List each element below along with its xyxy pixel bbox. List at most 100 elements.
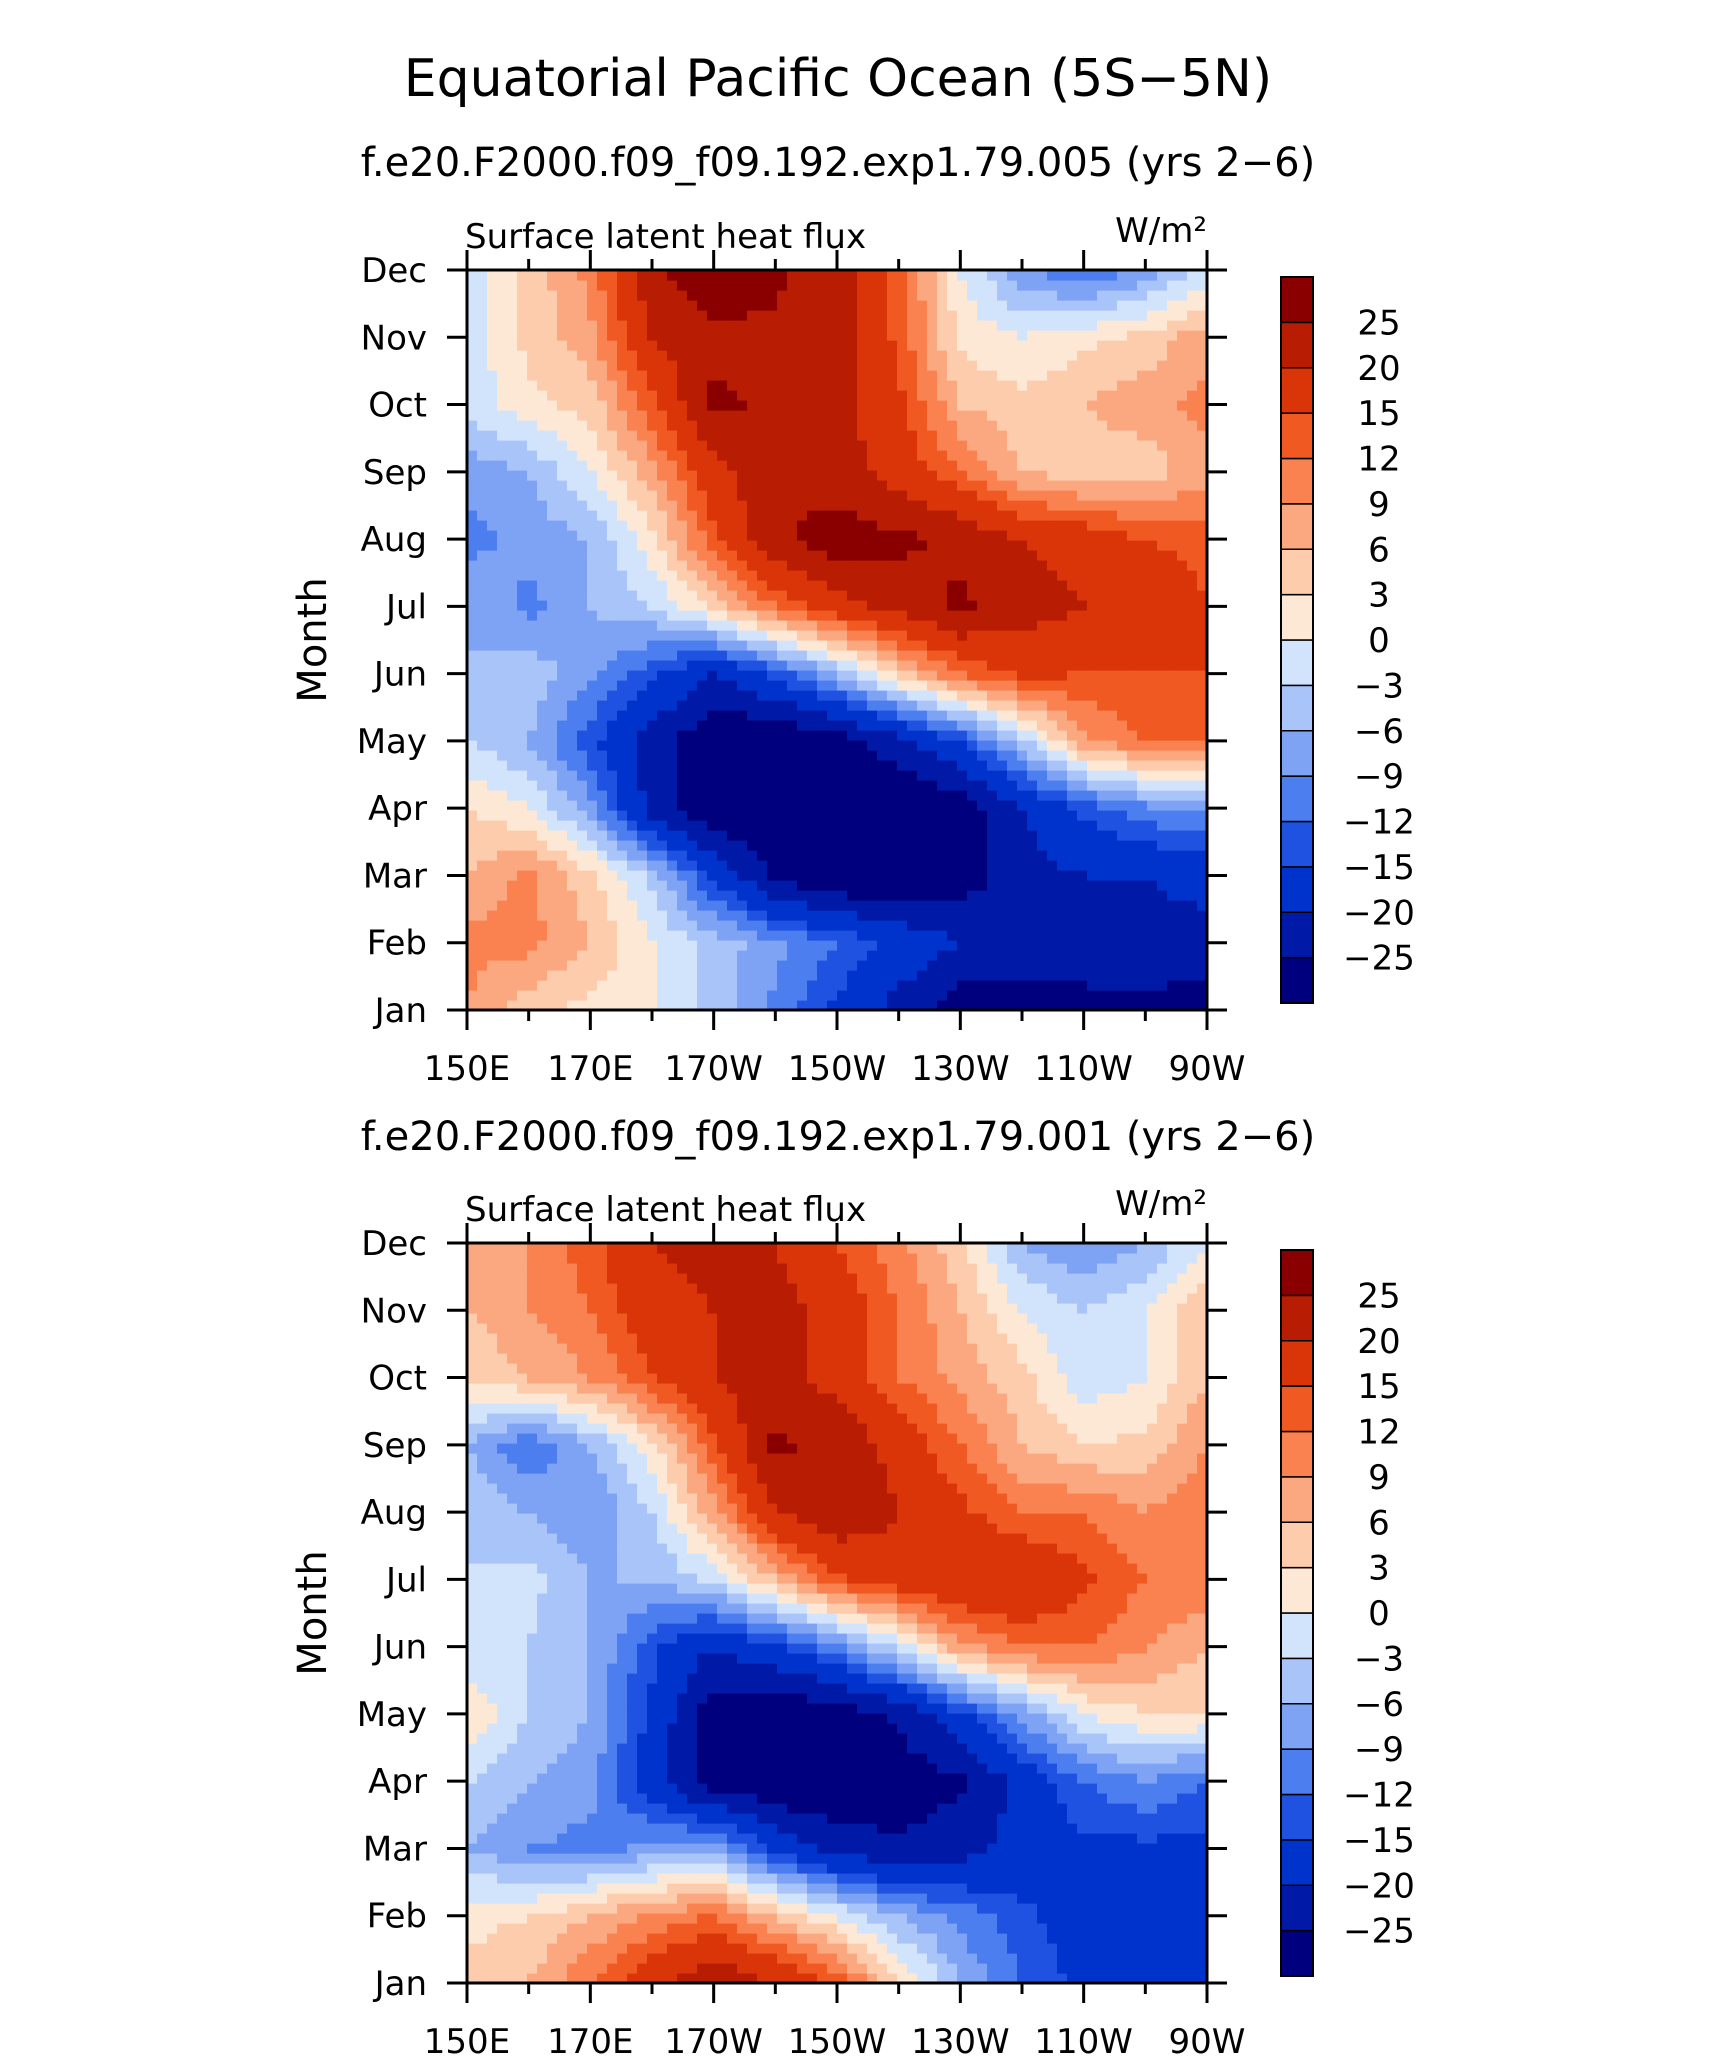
heatmap-cell: [567, 410, 578, 421]
heatmap-cell: [477, 930, 488, 941]
heatmap-cell: [807, 830, 818, 841]
heatmap-cell: [677, 690, 688, 701]
heatmap-cell: [907, 840, 918, 851]
heatmap-cell: [697, 380, 708, 391]
heatmap-cell: [1137, 480, 1148, 491]
heatmap-cell: [467, 880, 478, 891]
heatmap-cell: [947, 350, 958, 361]
heatmap-cell: [547, 370, 558, 381]
heatmap-cell: [1047, 470, 1058, 481]
heatmap-cell: [847, 980, 858, 991]
heatmap-cell: [657, 870, 668, 881]
heatmap-cell: [1047, 420, 1058, 431]
heatmap-cell: [1117, 890, 1128, 901]
heatmap-cell: [967, 580, 978, 591]
heatmap-cell: [467, 370, 478, 381]
heatmap-cell: [557, 950, 568, 961]
heatmap-cell: [627, 610, 638, 621]
heatmap-cell: [1057, 760, 1068, 771]
heatmap-cell: [1017, 690, 1028, 701]
heatmap-cell: [697, 550, 708, 561]
heatmap-cell: [607, 650, 618, 661]
heatmap-cell: [597, 590, 608, 601]
heatmap-cell: [557, 650, 568, 661]
heatmap-cell: [1167, 630, 1178, 641]
heatmap-cell: [1177, 650, 1188, 661]
heatmap-cell: [977, 600, 988, 611]
heatmap-cell: [597, 800, 608, 811]
heatmap-cell: [907, 880, 918, 891]
heatmap-cell: [577, 790, 588, 801]
heatmap-cell: [917, 730, 928, 741]
heatmap-cell: [737, 540, 748, 551]
heatmap-cell: [1067, 960, 1078, 971]
heatmap-cell: [947, 560, 958, 571]
heatmap-cell: [897, 660, 908, 671]
heatmap-cell: [767, 730, 778, 741]
heatmap-cell: [477, 900, 488, 911]
heatmap-cell: [917, 820, 928, 831]
heatmap-cell: [847, 700, 858, 711]
heatmap-cell: [1047, 780, 1058, 791]
heatmap-cell: [817, 490, 828, 501]
heatmap-cell: [517, 870, 528, 881]
heatmap-cell: [1107, 800, 1118, 811]
heatmap-cell: [827, 930, 838, 941]
heatmap-cell: [827, 520, 838, 531]
heatmap-cell: [907, 450, 918, 461]
heatmap-cell: [1017, 570, 1028, 581]
heatmap-cell: [807, 780, 818, 791]
heatmap-cell: [1167, 730, 1178, 741]
heatmap-cell: [487, 670, 498, 681]
heatmap-cell: [717, 790, 728, 801]
heatmap-cell: [1027, 770, 1038, 781]
heatmap-cell: [1087, 760, 1098, 771]
heatmap-cell: [1097, 420, 1108, 431]
heatmap-cell: [1047, 940, 1058, 951]
heatmap-cell: [487, 870, 498, 881]
heatmap-cell: [1077, 450, 1088, 461]
heatmap-cell: [1197, 870, 1208, 881]
heatmap-cell: [1147, 810, 1158, 821]
heatmap-cell: [977, 370, 988, 381]
heatmap-cell: [997, 880, 1008, 891]
heatmap-cell: [477, 780, 488, 791]
heatmap-cell: [997, 670, 1008, 681]
heatmap-cell: [587, 530, 598, 541]
heatmap-cell: [677, 490, 688, 501]
heatmap-cell: [957, 820, 968, 831]
heatmap-cell: [727, 910, 738, 921]
heatmap-cell: [807, 330, 818, 341]
heatmap-cell: [1127, 810, 1138, 821]
heatmap-cell: [587, 890, 598, 901]
heatmap-cell: [1097, 370, 1108, 381]
heatmap-cell: [667, 660, 678, 671]
heatmap-cell: [1117, 470, 1128, 481]
heatmap-cell: [1137, 540, 1148, 551]
heatmap-cell: [647, 490, 658, 501]
heatmap-cell: [1017, 680, 1028, 691]
heatmap-cell: [977, 610, 988, 621]
heatmap-cell: [717, 430, 728, 441]
heatmap-cell: [527, 700, 538, 711]
heatmap-cell: [1077, 650, 1088, 661]
heatmap-cell: [897, 770, 908, 781]
heatmap-cell: [517, 330, 528, 341]
heatmap-cell: [1057, 340, 1068, 351]
heatmap-cell: [567, 770, 578, 781]
heatmap-cell: [1067, 830, 1078, 841]
heatmap-cell: [1107, 600, 1118, 611]
heatmap-cell: [867, 410, 878, 421]
heatmap-cell: [637, 380, 648, 391]
heatmap-cell: [887, 730, 898, 741]
heatmap-cell: [1097, 550, 1108, 561]
heatmap-cell: [1187, 610, 1198, 621]
heatmap-cell: [797, 680, 808, 691]
heatmap-cell: [737, 860, 748, 871]
heatmap-cell: [1067, 870, 1078, 881]
heatmap-cell: [497, 360, 508, 371]
heatmap-cell: [877, 640, 888, 651]
heatmap-cell: [957, 720, 968, 731]
heatmap-cell: [767, 930, 778, 941]
heatmap-cell: [777, 890, 788, 901]
